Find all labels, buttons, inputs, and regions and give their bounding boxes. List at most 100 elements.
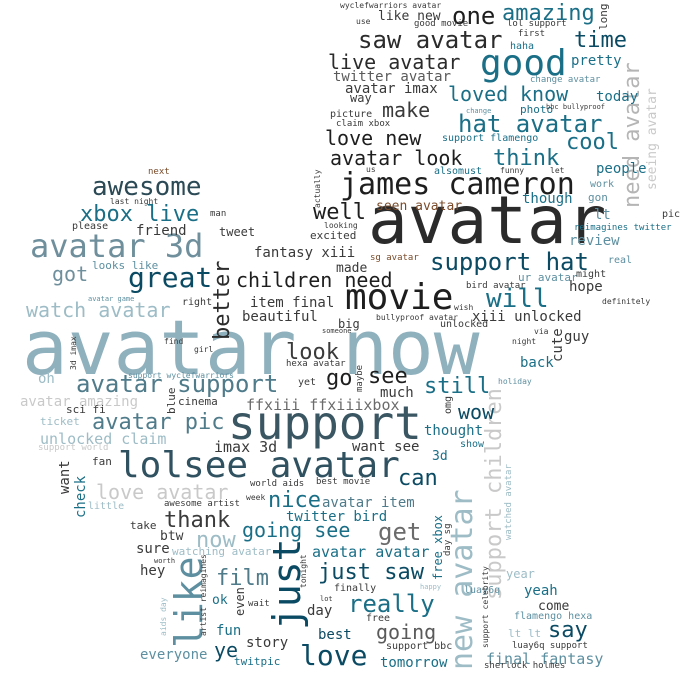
cloud-word: ffxiii ffxiiixbox <box>246 396 400 414</box>
cloud-word: lot <box>320 595 333 603</box>
cloud-word: say <box>548 618 588 643</box>
cloud-word: want <box>57 460 73 494</box>
cloud-word: new avatar <box>445 489 480 670</box>
cloud-word: review <box>569 233 620 249</box>
cloud-word: love <box>300 639 368 672</box>
cloud-word: see <box>368 364 408 389</box>
cloud-word: ur avatar <box>518 271 578 284</box>
cloud-word: sg avatar <box>370 253 419 263</box>
cloud-word: good <box>480 43 567 84</box>
cloud-word: people <box>596 161 647 177</box>
cloud-word: world aids <box>250 479 305 489</box>
cloud-word: let <box>550 166 565 175</box>
cloud-word: nice <box>268 488 321 513</box>
cloud-word: ticket <box>40 415 80 428</box>
cloud-word: thank <box>164 508 231 533</box>
cloud-word: show <box>460 439 485 450</box>
cloud-word: oh <box>38 371 55 387</box>
cloud-word: now <box>196 528 236 553</box>
cloud-word: long <box>597 3 610 31</box>
cloud-word: film <box>216 566 269 591</box>
cloud-word: blue <box>165 387 178 415</box>
cloud-word: picture <box>330 109 373 120</box>
cloud-word: luay6q <box>464 585 501 596</box>
cloud-word: tweet <box>219 225 256 239</box>
cloud-word: find <box>164 337 184 346</box>
cloud-word: haha <box>510 41 535 52</box>
cloud-word: loved <box>448 82 509 106</box>
cloud-word: today <box>596 89 639 105</box>
cloud-word: awesome artist <box>164 499 240 509</box>
cloud-word: one <box>452 2 496 30</box>
cloud-word: pretty <box>571 53 622 69</box>
cloud-word: well <box>313 200 366 225</box>
cloud-word: artist reimagines <box>199 554 208 636</box>
cloud-word: unlocked <box>440 319 489 330</box>
cloud-word: even <box>233 587 247 616</box>
cloud-word: watching avatar <box>172 545 272 558</box>
cloud-word: support celebrity <box>481 566 490 648</box>
cloud-word: wyclefwarriors avatar <box>340 1 442 10</box>
cloud-word: aids day <box>159 597 168 636</box>
cloud-word: best <box>318 627 352 643</box>
cloud-word: big <box>338 317 360 331</box>
cloud-word: yet <box>298 377 317 388</box>
cloud-word: happy <box>420 583 442 591</box>
cloud-word: maybe <box>355 364 365 392</box>
cloud-word: actually <box>313 169 322 208</box>
cloud-word: avatar pic <box>92 410 225 435</box>
cloud-word: watched avatar <box>504 464 514 540</box>
cloud-word: omg <box>443 395 454 414</box>
cloud-word: avatar imax <box>345 81 438 97</box>
cloud-word: go <box>326 366 353 391</box>
cloud-word: btw <box>160 529 184 544</box>
cloud-word: james cameron <box>340 167 575 202</box>
cloud-word: sci fi <box>66 403 106 416</box>
cloud-word: finally <box>334 583 377 594</box>
cloud-word: also <box>434 166 459 177</box>
cloud-word: seen avatar <box>376 199 463 214</box>
cloud-word: free <box>366 613 391 624</box>
cloud-word: going see <box>242 518 351 542</box>
cloud-word: check <box>73 475 89 518</box>
cloud-word: cute <box>550 328 566 362</box>
cloud-word: 3d imax <box>69 336 78 370</box>
cloud-word: week <box>246 493 266 502</box>
cloud-word: hope <box>569 279 603 295</box>
cloud-word: xiii unlocked <box>472 309 582 325</box>
cloud-word: better <box>210 260 235 340</box>
cloud-word: pic <box>662 209 681 220</box>
cloud-word: saw avatar <box>358 26 503 54</box>
cloud-word: item final <box>250 295 335 311</box>
cloud-word: ye <box>214 638 239 662</box>
cloud-word: sure <box>136 541 170 557</box>
cloud-word: cool <box>566 130 619 155</box>
cloud-word: watch avatar <box>26 298 171 322</box>
cloud-word: funny <box>500 166 525 175</box>
cloud-word: amazing <box>502 1 595 26</box>
cloud-word: wish <box>454 303 474 312</box>
cloud-word: hat avatar <box>458 110 603 138</box>
cloud-word: definitely <box>602 297 651 306</box>
cloud-word: twitpic <box>234 655 281 668</box>
cloud-word: just saw <box>318 560 424 585</box>
cloud-word: will <box>486 284 549 314</box>
cloud-word: day <box>307 603 333 619</box>
cloud-word: gon <box>588 191 608 204</box>
cloud-word: take <box>130 519 157 532</box>
cloud-word: avatar game <box>88 295 135 303</box>
cloud-word: make <box>382 98 431 122</box>
cloud-word: right <box>182 297 213 308</box>
cloud-word: twitter bird <box>286 509 388 525</box>
cloud-word: someone <box>322 327 352 335</box>
cloud-word: support <box>228 396 422 450</box>
cloud-word: wow <box>458 400 495 424</box>
cloud-word: hey <box>140 563 166 579</box>
cloud-word: want see <box>352 439 420 455</box>
cloud-word: best movie <box>316 477 371 487</box>
cloud-word: avatar support <box>76 370 279 398</box>
cloud-word: first <box>518 29 546 39</box>
cloud-word: though <box>522 191 573 207</box>
cloud-word: real <box>608 255 633 266</box>
